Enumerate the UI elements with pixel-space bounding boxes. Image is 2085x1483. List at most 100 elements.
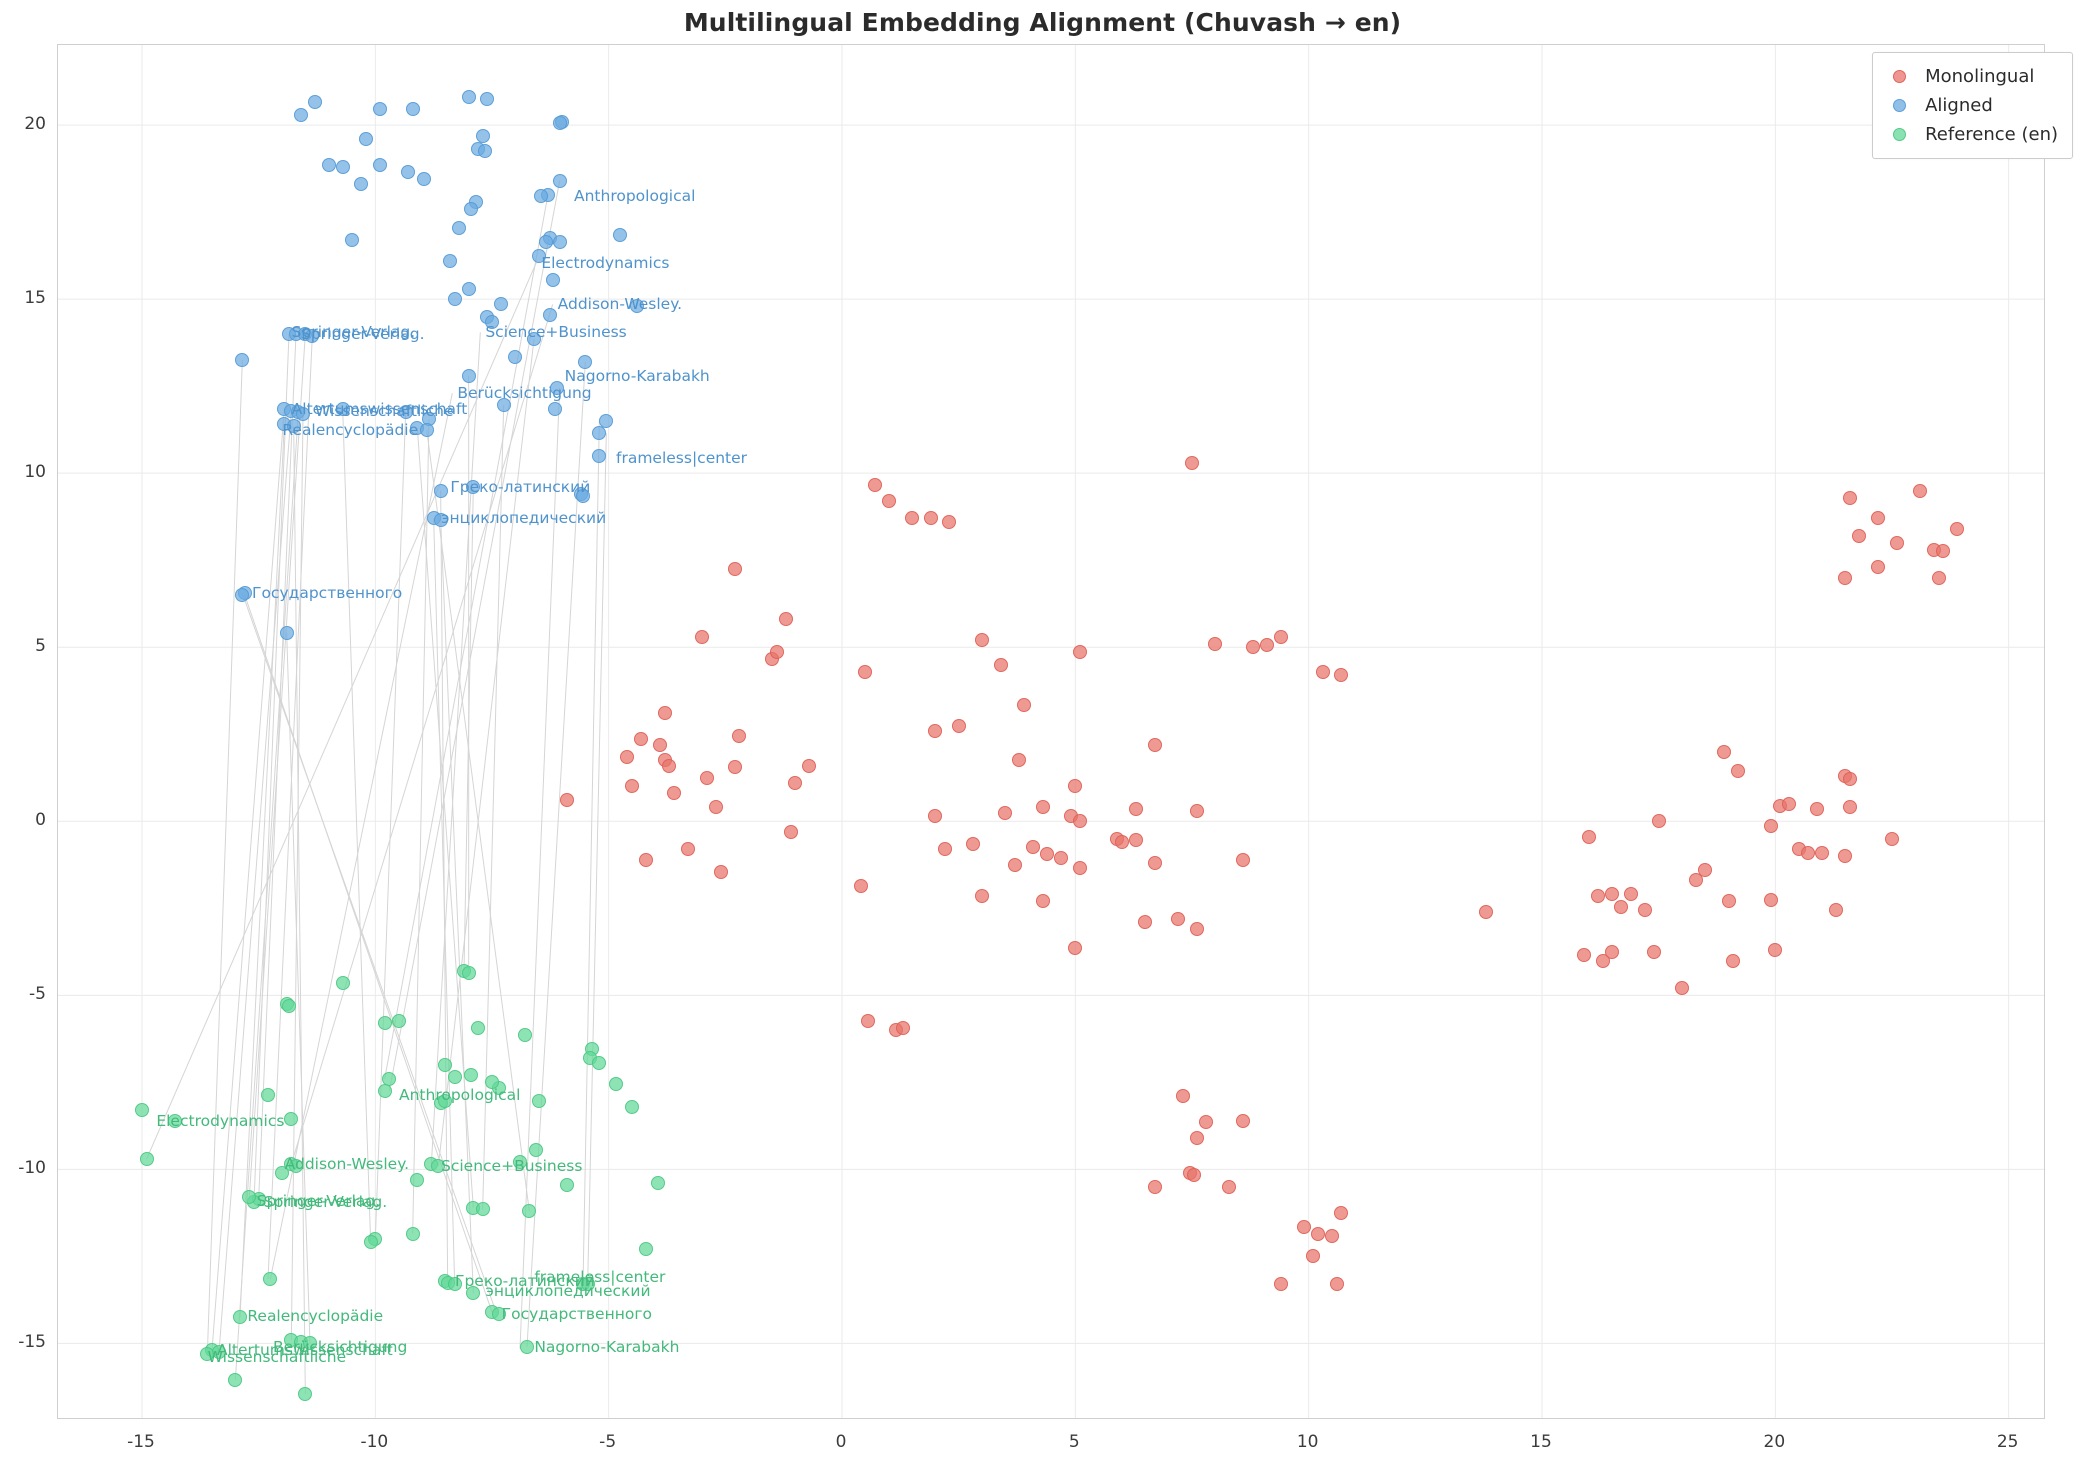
scatter-point[interactable] [713, 864, 728, 879]
scatter-point[interactable] [293, 107, 308, 122]
scatter-point[interactable] [1721, 894, 1736, 909]
scatter-point[interactable] [1175, 1089, 1190, 1104]
scatter-point[interactable] [858, 664, 873, 679]
scatter-point[interactable] [275, 1165, 289, 1180]
scatter-point[interactable] [1651, 814, 1666, 829]
scatter-point[interactable] [242, 1190, 257, 1205]
scatter-point[interactable] [496, 398, 511, 413]
scatter-point[interactable] [1171, 911, 1185, 926]
scatter-point[interactable] [405, 1226, 420, 1241]
scatter-point[interactable] [1871, 511, 1885, 526]
scatter-point[interactable] [580, 1277, 595, 1292]
scatter-point[interactable] [1689, 873, 1703, 888]
scatter-point[interactable] [401, 165, 415, 180]
scatter-point[interactable] [335, 159, 350, 174]
scatter-point[interactable] [1843, 490, 1857, 505]
scatter-point[interactable] [860, 1014, 875, 1029]
scatter-point[interactable] [1147, 1179, 1162, 1194]
scatter-point[interactable] [965, 836, 980, 851]
scatter-point[interactable] [289, 1158, 303, 1173]
scatter-point[interactable] [298, 1386, 313, 1401]
scatter-point[interactable] [1614, 899, 1629, 914]
scatter-point[interactable] [1185, 455, 1199, 470]
scatter-point[interactable] [531, 248, 546, 263]
scatter-point[interactable] [1040, 847, 1055, 862]
scatter-point[interactable] [139, 1151, 154, 1166]
scatter-point[interactable] [1306, 1249, 1321, 1264]
scatter-point[interactable] [296, 406, 310, 421]
scatter-point[interactable] [1245, 640, 1260, 655]
scatter-point[interactable] [1187, 1167, 1202, 1182]
scatter-point[interactable] [951, 718, 966, 733]
scatter-point[interactable] [1782, 796, 1797, 811]
scatter-point[interactable] [727, 561, 742, 576]
scatter-point[interactable] [1147, 737, 1162, 752]
scatter-point[interactable] [447, 292, 462, 307]
scatter-point[interactable] [545, 272, 560, 287]
scatter-point[interactable] [998, 805, 1013, 820]
scatter-point[interactable] [993, 657, 1008, 672]
scatter-point[interactable] [1726, 953, 1741, 968]
scatter-point[interactable] [625, 1099, 639, 1114]
scatter-point[interactable] [576, 488, 590, 503]
scatter-point[interactable] [1581, 829, 1596, 844]
scatter-point[interactable] [1950, 521, 1965, 536]
scatter-point[interactable] [1236, 852, 1251, 867]
scatter-point[interactable] [286, 419, 301, 434]
scatter-point[interactable] [1035, 800, 1050, 815]
scatter-point[interactable] [923, 511, 938, 526]
scatter-point[interactable] [552, 234, 567, 249]
scatter-point[interactable] [377, 1084, 392, 1099]
scatter-point[interactable] [1147, 856, 1162, 871]
scatter-point[interactable] [1577, 948, 1591, 963]
scatter-point[interactable] [417, 172, 432, 187]
scatter-point[interactable] [527, 332, 541, 347]
scatter-point[interactable] [695, 629, 709, 644]
scatter-point[interactable] [284, 1111, 299, 1126]
scatter-point[interactable] [303, 1336, 317, 1351]
scatter-point[interactable] [494, 297, 509, 312]
scatter-point[interactable] [681, 842, 695, 857]
scatter-point[interactable] [373, 102, 387, 117]
scatter-point[interactable] [905, 511, 919, 526]
scatter-point[interactable] [447, 1277, 462, 1292]
plot-area[interactable]: Anthropological Electrodynamics Addison-We… [57, 44, 2045, 1419]
scatter-point[interactable] [1763, 892, 1778, 907]
scatter-point[interactable] [1717, 744, 1731, 759]
scatter-point[interactable] [335, 976, 350, 991]
scatter-point[interactable] [1698, 863, 1713, 877]
scatter-point[interactable] [1073, 814, 1087, 829]
scatter-point[interactable] [1334, 1205, 1349, 1220]
legend-item[interactable]: Reference (en) [1884, 120, 2058, 149]
scatter-point[interactable] [1768, 943, 1783, 958]
scatter-point[interactable] [629, 299, 644, 314]
scatter-point[interactable] [478, 144, 492, 159]
scatter-point[interactable] [398, 405, 413, 420]
scatter-point[interactable] [802, 758, 817, 773]
scatter-point[interactable] [1591, 889, 1605, 904]
scatter-point[interactable] [1763, 819, 1778, 834]
scatter-point[interactable] [233, 1310, 247, 1325]
scatter-point[interactable] [461, 281, 476, 296]
scatter-point[interactable] [1068, 941, 1083, 956]
scatter-point[interactable] [438, 1057, 453, 1072]
scatter-point[interactable] [529, 1143, 544, 1158]
scatter-point[interactable] [1236, 1113, 1251, 1128]
scatter-point[interactable] [1325, 1228, 1339, 1243]
scatter-point[interactable] [552, 173, 567, 188]
scatter-point-layer[interactable] [58, 45, 2044, 1418]
scatter-point[interactable] [1885, 831, 1899, 846]
scatter-point[interactable] [895, 1021, 910, 1036]
scatter-point[interactable] [1026, 840, 1041, 855]
scatter-point[interactable] [709, 800, 723, 815]
scatter-point[interactable] [550, 380, 565, 395]
scatter-point[interactable] [464, 1068, 478, 1083]
scatter-point[interactable] [1273, 1277, 1288, 1292]
scatter-point[interactable] [1259, 638, 1274, 653]
scatter-point[interactable] [727, 760, 742, 775]
scatter-point[interactable] [578, 354, 593, 369]
scatter-point[interactable] [492, 1306, 506, 1321]
scatter-point[interactable] [928, 809, 943, 824]
scatter-point[interactable] [1334, 668, 1349, 683]
scatter-point[interactable] [667, 786, 681, 801]
